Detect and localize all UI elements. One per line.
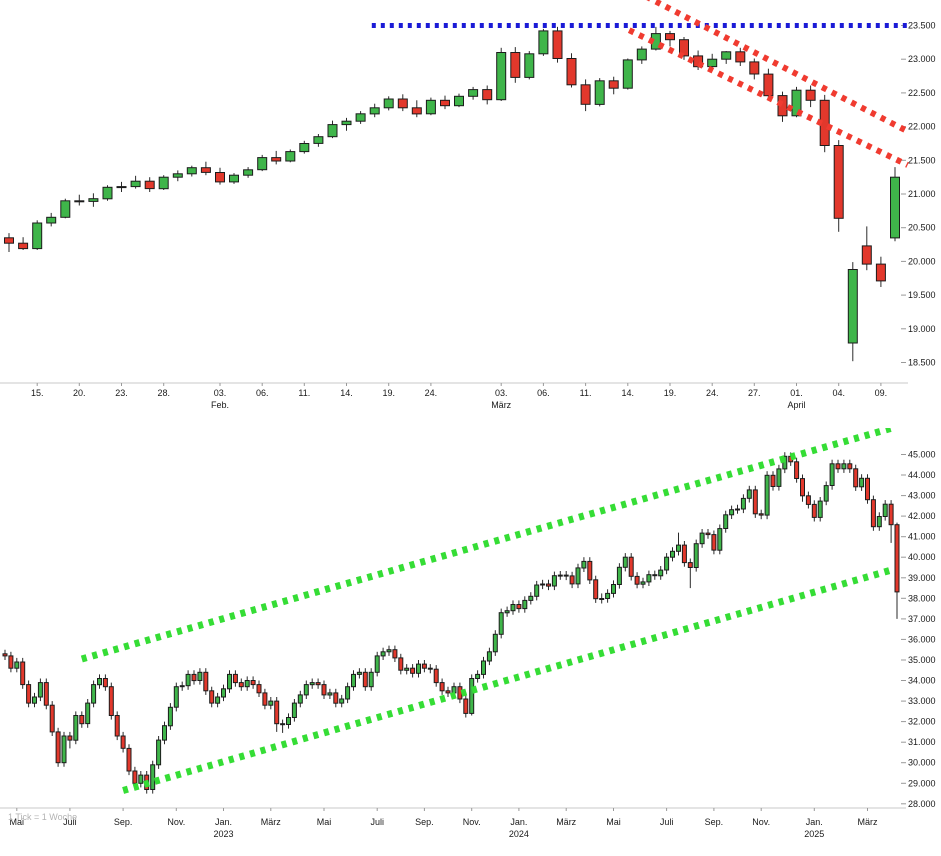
svg-text:21.000: 21.000	[908, 189, 936, 199]
svg-text:Sep.: Sep.	[705, 817, 724, 827]
x-axis: 15. 20. 23. 28. 03. 06. 11. 14. 19. 24. 03. 06. 11. 1…	[0, 382, 908, 410]
svg-text:Mai: Mai	[317, 817, 332, 827]
svg-text:Sep.: Sep.	[114, 817, 133, 827]
svg-text:34.000: 34.000	[908, 676, 936, 686]
svg-text:30.000: 30.000	[908, 758, 936, 768]
trendline-annotations	[371, 0, 909, 168]
svg-text:Jan.: Jan.	[806, 817, 823, 827]
svg-text:41.000: 41.000	[908, 532, 936, 542]
daily-candlestick-chart: 15. 20. 23. 28. 03. 06. 11. 14. 19. 24. 03. 06. 11. 1…	[0, 0, 936, 410]
svg-text:14.: 14.	[340, 388, 353, 398]
svg-text:23.000: 23.000	[908, 54, 936, 64]
uptrend-upper-line	[80, 428, 894, 663]
svg-text:Nov.: Nov.	[167, 817, 185, 827]
svg-text:23.500: 23.500	[908, 21, 936, 31]
candles	[4, 26, 900, 362]
svg-text:20.000: 20.000	[908, 256, 936, 266]
svg-text:06.: 06.	[256, 388, 269, 398]
svg-text:01.: 01.	[790, 388, 803, 398]
svg-text:22.000: 22.000	[908, 122, 936, 132]
svg-text:Juli: Juli	[63, 817, 77, 827]
svg-text:April: April	[787, 400, 805, 410]
svg-text:15.: 15.	[31, 388, 44, 398]
svg-text:Nov.: Nov.	[752, 817, 770, 827]
svg-text:42.000: 42.000	[908, 511, 936, 521]
svg-text:39.000: 39.000	[908, 573, 936, 583]
x-axis: Mai Juli Sep. Nov. Jan. März Mai Juli Sep. Nov. Ja…	[0, 807, 906, 839]
svg-text:33.000: 33.000	[908, 696, 936, 706]
svg-text:40.000: 40.000	[908, 552, 936, 562]
svg-text:Sep.: Sep.	[415, 817, 434, 827]
svg-text:Nov.: Nov.	[463, 817, 481, 827]
svg-text:2025: 2025	[804, 829, 824, 839]
svg-text:44.000: 44.000	[908, 470, 936, 480]
svg-text:23.: 23.	[115, 388, 128, 398]
svg-text:März: März	[556, 817, 576, 827]
svg-text:2024: 2024	[509, 829, 529, 839]
y-axis: 45.000 44.000 43.000 42.000 41.000 40.000 39.0…	[901, 450, 936, 809]
svg-text:Juli: Juli	[370, 817, 384, 827]
downtrend-lower-line	[627, 27, 909, 168]
svg-text:04.: 04.	[832, 388, 845, 398]
svg-text:28.000: 28.000	[908, 799, 936, 809]
svg-text:37.000: 37.000	[908, 614, 936, 624]
uptrend-lower-line	[122, 566, 894, 794]
svg-text:28.: 28.	[157, 388, 170, 398]
downtrend-upper-line	[646, 0, 909, 134]
svg-text:19.500: 19.500	[908, 290, 936, 300]
y-axis: 23.500 23.000 22.500 22.000 21.500 21.000 20.5…	[901, 21, 936, 368]
weekly-chart-panel: Mai Juli Sep. Nov. Jan. März Mai Juli Sep. Nov. Ja…	[0, 428, 941, 856]
svg-text:19.: 19.	[382, 388, 395, 398]
svg-text:März: März	[858, 817, 878, 827]
daily-chart-panel: 15. 20. 23. 28. 03. 06. 11. 14. 19. 24. 03. 06. 11. 1…	[0, 0, 936, 410]
svg-text:22.500: 22.500	[908, 88, 936, 98]
svg-text:März: März	[261, 817, 281, 827]
tick-interval-note: 1 Tick = 1 Woche	[8, 812, 78, 822]
svg-text:21.500: 21.500	[908, 155, 936, 165]
svg-text:Jan.: Jan.	[215, 817, 232, 827]
candles	[2, 452, 900, 794]
svg-text:19.000: 19.000	[908, 324, 936, 334]
svg-text:29.000: 29.000	[908, 778, 936, 788]
svg-text:Mai: Mai	[10, 817, 25, 827]
svg-text:20.500: 20.500	[908, 223, 936, 233]
svg-text:45.000: 45.000	[908, 450, 936, 460]
weekly-candlestick-chart: Mai Juli Sep. Nov. Jan. März Mai Juli Sep. Nov. Ja…	[0, 428, 936, 839]
svg-text:32.000: 32.000	[908, 717, 936, 727]
trendline-annotations	[80, 428, 894, 794]
svg-text:Mai: Mai	[606, 817, 621, 827]
svg-text:19.: 19.	[664, 388, 677, 398]
svg-text:24.: 24.	[706, 388, 719, 398]
svg-text:20.: 20.	[73, 388, 86, 398]
svg-text:2023: 2023	[213, 829, 233, 839]
svg-text:43.000: 43.000	[908, 491, 936, 501]
svg-text:03.: 03.	[214, 388, 227, 398]
svg-text:31.000: 31.000	[908, 737, 936, 747]
svg-text:38.000: 38.000	[908, 593, 936, 603]
svg-text:Feb.: Feb.	[211, 400, 229, 410]
svg-text:18.500: 18.500	[908, 358, 936, 368]
svg-text:27.: 27.	[748, 388, 761, 398]
svg-text:11.: 11.	[298, 388, 310, 398]
svg-text:03.: 03.	[495, 388, 508, 398]
svg-text:06.: 06.	[537, 388, 550, 398]
svg-text:14.: 14.	[622, 388, 635, 398]
svg-text:36.000: 36.000	[908, 634, 936, 644]
svg-text:11.: 11.	[580, 388, 592, 398]
svg-text:Jan.: Jan.	[510, 817, 527, 827]
svg-text:März: März	[491, 400, 511, 410]
svg-text:24.: 24.	[425, 388, 438, 398]
svg-text:Juli: Juli	[660, 817, 674, 827]
svg-text:09.: 09.	[875, 388, 888, 398]
svg-text:35.000: 35.000	[908, 655, 936, 665]
